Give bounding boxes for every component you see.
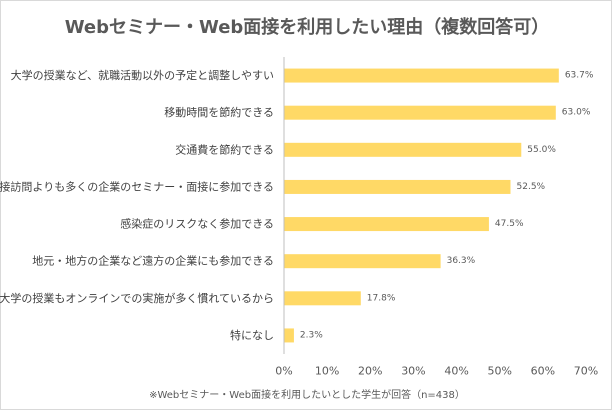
x-tick-label: 20% [358, 365, 382, 378]
bar [284, 142, 522, 157]
chart-title: Webセミナー・Web面接を利用したい理由（複数回答可） [64, 17, 550, 38]
bar [284, 179, 511, 194]
value-label: 52.5% [517, 182, 546, 192]
category-label: 感染症のリスクなく参加できる [120, 217, 274, 231]
value-label: 55.0% [527, 145, 556, 155]
x-tick-label: 0% [275, 365, 292, 378]
bar [284, 254, 441, 269]
chart-footnote: ※Webセミナー・Web面接を利用したいとした学生が回答（n=438） [149, 390, 465, 401]
category-label: 地元・地方の企業など遠方の企業にも参加できる [32, 254, 274, 268]
category-label: 大学の授業もオンラインでの実施が多く慣れているから [0, 291, 274, 305]
bar [284, 291, 361, 306]
category-label: 大学の授業など、就職活動以外の予定と調整しやすい [11, 68, 274, 82]
bar [284, 68, 559, 83]
bar [284, 328, 294, 343]
x-tick-label: 10% [315, 365, 339, 378]
value-label: 2.3% [300, 330, 323, 340]
category-label: 交通費を節約できる [175, 142, 274, 156]
value-label: 36.3% [447, 256, 476, 266]
x-tick-label: 60% [531, 365, 555, 378]
category-label: 移動時間を節約できる [164, 105, 274, 119]
x-tick-label: 50% [487, 365, 511, 378]
value-label: 47.5% [495, 219, 524, 229]
value-label: 63.0% [562, 108, 591, 118]
x-tick-label: 40% [444, 365, 468, 378]
bar [284, 217, 489, 232]
bar [284, 105, 556, 120]
category-label: 直接訪問よりも多くの企業のセミナー・面接に参加できる [0, 179, 274, 193]
category-label: 特になし [230, 328, 274, 342]
x-tick-label: 30% [401, 365, 425, 378]
value-label: 63.7% [565, 71, 594, 81]
value-label: 17.8% [367, 293, 396, 303]
x-tick-label: 70% [574, 365, 598, 378]
